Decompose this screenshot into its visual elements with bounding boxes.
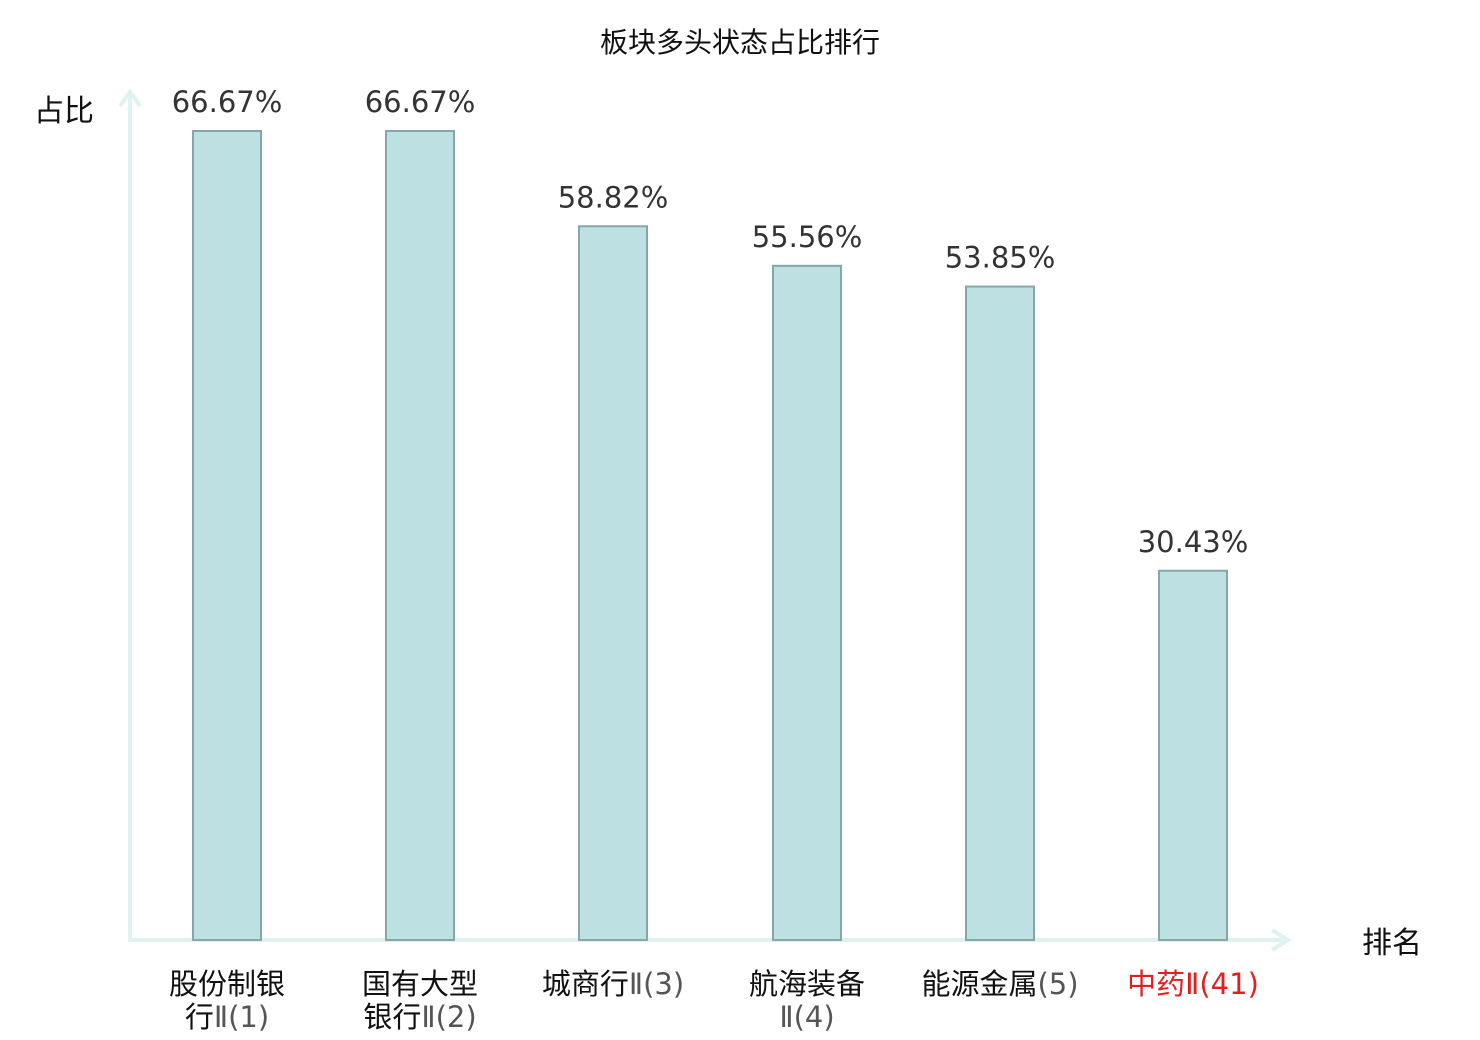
- category-label-2: 国有大型银行Ⅱ(2): [362, 967, 478, 1034]
- bars-group: [192, 130, 1228, 941]
- bar-4: [772, 264, 842, 941]
- y-axis-label: 占比: [34, 94, 94, 129]
- bar-1: [192, 130, 262, 941]
- category-labels-group: 股份制银行Ⅱ(1) 国有大型银行Ⅱ(2) 城商行Ⅱ(3) 航海装备 Ⅱ(4) 能源金属(5…: [169, 967, 1259, 1034]
- category-label-3: 城商行Ⅱ(3): [542, 967, 684, 1001]
- value-label-4: 55.56%: [752, 220, 863, 254]
- value-label-2: 66.67%: [365, 85, 476, 119]
- value-labels-group: 66.67% 66.67% 58.82% 55.56% 53.85% 30.43%: [172, 85, 1249, 559]
- bar-2: [385, 130, 455, 941]
- bar-5: [965, 285, 1035, 941]
- x-axis-label: 排名: [1362, 926, 1422, 961]
- x-axis: [128, 928, 1292, 952]
- value-label-5: 53.85%: [945, 241, 1056, 275]
- value-label-1: 66.67%: [172, 85, 283, 119]
- category-label-5: 能源金属(5): [921, 967, 1078, 1001]
- value-label-3: 58.82%: [558, 180, 669, 214]
- category-label-4: 航海装备 Ⅱ(4): [749, 967, 865, 1034]
- bar-6: [1158, 569, 1228, 941]
- chart-title: 板块多头状态占比排行: [600, 26, 880, 59]
- y-axis: [118, 88, 142, 940]
- category-label-1: 股份制银行Ⅱ(1): [169, 967, 285, 1034]
- value-label-6: 30.43%: [1138, 525, 1249, 559]
- category-label-6: 中药Ⅱ(41): [1127, 967, 1259, 1001]
- bar-3: [578, 225, 648, 941]
